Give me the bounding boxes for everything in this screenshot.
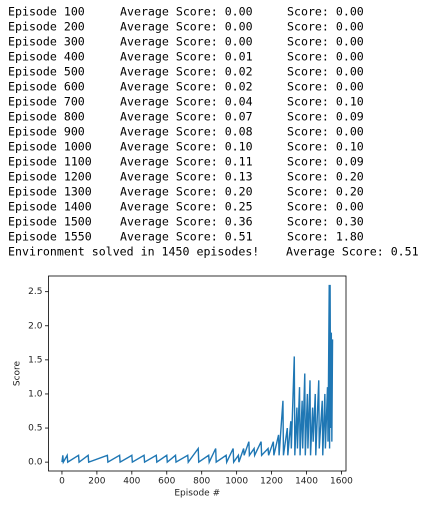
log-text: Episode 100 (8, 5, 85, 19)
log-text: Average Score: 0.13 (120, 170, 253, 184)
log-text: Episode 500 (8, 65, 85, 79)
y-axis-label: Score (13, 360, 23, 386)
score-line (61, 284, 334, 465)
log-text: Episode 600 (8, 80, 85, 94)
log-text: Episode 800 (8, 110, 85, 124)
log-text: Average Score: 0.00 (120, 35, 253, 49)
log-text: Score: 0.00 (287, 35, 364, 49)
y-tick-label: 0.5 (28, 424, 42, 434)
log-text: Episode 1100 (8, 155, 92, 169)
log-text: Average Score: 0.11 (120, 155, 253, 169)
log-text: Score: 0.20 (287, 170, 364, 184)
log-text: Episode 400 (8, 50, 85, 64)
log-text: Average Score: 0.02 (120, 80, 253, 94)
log-text: Episode 300 (8, 35, 85, 49)
log-text: Average Score: 0.51 (120, 230, 253, 244)
log-text: Episode 200 (8, 20, 85, 34)
log-text: Average Score: 0.00 (120, 5, 253, 19)
log-text: Score: 0.00 (287, 20, 364, 34)
log-text: Score: 0.00 (287, 80, 364, 94)
x-tick-label: 200 (88, 477, 105, 487)
log-text: Average Score: 0.36 (120, 215, 253, 229)
log-text: Score: 0.30 (287, 215, 364, 229)
log-text: Score: 0.09 (287, 110, 364, 124)
x-tick-label: 400 (123, 477, 140, 487)
log-text: Average Score: 0.10 (120, 140, 253, 154)
plot-frame (48, 275, 347, 472)
log-text: Score: 0.00 (287, 65, 364, 79)
log-text: Average Score: 0.04 (120, 95, 253, 109)
log-text: Score: 0.10 (287, 140, 364, 154)
log-text: Episode 1550 (8, 230, 92, 244)
log-text: Average Score: 0.02 (120, 65, 253, 79)
log-text: Environment solved in 1450 episodes! (8, 245, 259, 259)
log-text: Score: 0.00 (287, 125, 364, 139)
y-tick-label: 2.5 (28, 287, 42, 297)
x-tick-label: 600 (158, 477, 175, 487)
log-text: Episode 1500 (8, 215, 92, 229)
y-tick-label: 1.5 (28, 355, 42, 365)
log-text: Episode 1300 (8, 185, 92, 199)
log-text: Episode 1200 (8, 170, 92, 184)
log-text: Average Score: 0.51 (286, 245, 419, 259)
log-text: Average Score: 0.20 (120, 185, 253, 199)
log-text: Average Score: 0.25 (120, 200, 253, 214)
x-tick-label: 0 (59, 477, 65, 487)
log-text: Episode 900 (8, 125, 85, 139)
log-text: Average Score: 0.08 (120, 125, 253, 139)
log-text: Average Score: 0.07 (120, 110, 253, 124)
log-text: Score: 1.80 (287, 230, 364, 244)
x-tick-label: 1200 (260, 477, 283, 487)
log-text: Score: 0.20 (287, 185, 364, 199)
x-tick-label: 800 (193, 477, 210, 487)
log-text: Average Score: 0.01 (120, 50, 253, 64)
log-text: Average Score: 0.00 (120, 20, 253, 34)
y-tick-label: 0.0 (28, 458, 43, 468)
y-tick-label: 1.0 (28, 389, 43, 399)
log-text: Score: 0.09 (287, 155, 364, 169)
log-text: Episode 700 (8, 95, 85, 109)
log-text: Score: 0.00 (287, 200, 364, 214)
x-axis-label: Episode # (174, 489, 220, 499)
log-text: Score: 0.10 (287, 95, 364, 109)
log-text: Episode 1400 (8, 200, 92, 214)
log-text: Episode 1000 (8, 140, 92, 154)
y-tick-label: 2.0 (28, 321, 43, 331)
x-tick-label: 1000 (225, 477, 248, 487)
log-text: Score: 0.00 (287, 50, 364, 64)
x-tick-label: 1400 (295, 477, 318, 487)
log-text: Score: 0.00 (287, 5, 364, 19)
x-tick-label: 1600 (330, 477, 353, 487)
